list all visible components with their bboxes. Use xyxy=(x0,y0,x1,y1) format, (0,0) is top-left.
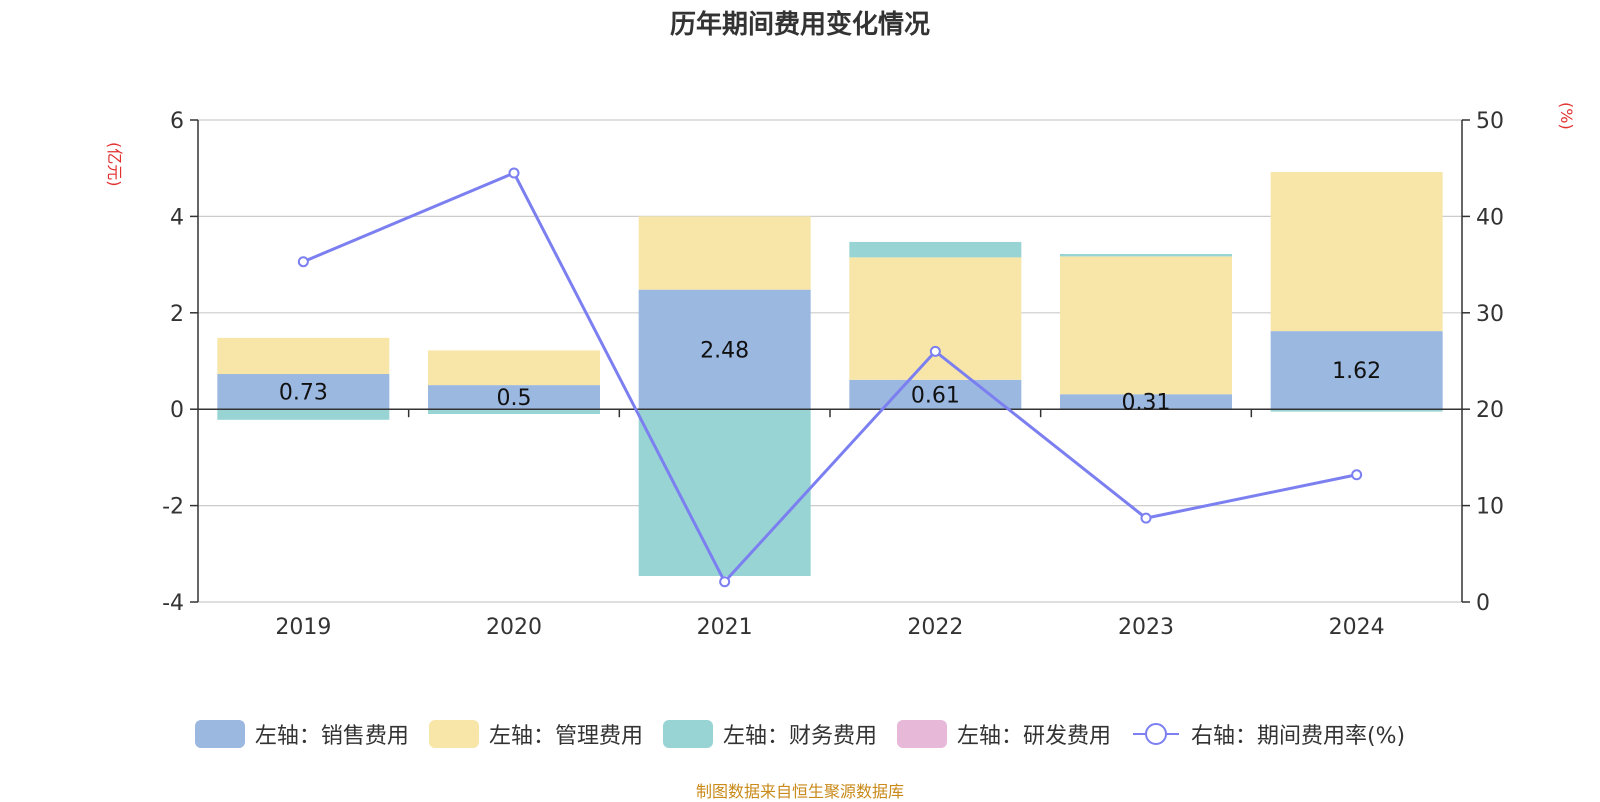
x-axis-label: 2020 xyxy=(486,615,542,640)
left-axis-tick-label: 4 xyxy=(170,205,184,230)
expense-rate-point-2019 xyxy=(297,256,309,268)
legend-line-marker-icon xyxy=(1132,723,1179,745)
expense-rate-point-2022 xyxy=(929,345,941,357)
left-axis-tick-label: 6 xyxy=(170,109,184,134)
right-axis-tick-label: 0 xyxy=(1476,591,1490,616)
right-axis-tick-label: 40 xyxy=(1476,205,1504,230)
expense-rate-point-2023 xyxy=(1140,512,1152,524)
plot-area: -4 -2 0 2 4 6 0 10 20 30 40 50 2019 2020 2021 2022 2023 2… xyxy=(162,109,1504,640)
bar-series2-2023 xyxy=(1060,253,1232,257)
left-axis-tick-label: -4 xyxy=(162,591,184,616)
data-label: 0.31 xyxy=(1122,391,1171,416)
bar-series2-2021 xyxy=(638,409,811,576)
data-label: 2.48 xyxy=(700,338,749,363)
data-label: 0.5 xyxy=(497,386,532,411)
expense-rate-line xyxy=(302,171,1357,585)
legend-item-rnd[interactable]: 左轴：研发费用 xyxy=(896,718,1111,750)
data-label: 0.61 xyxy=(911,383,960,408)
expense-rate-point-2021 xyxy=(719,576,731,588)
x-axis-label: 2023 xyxy=(1118,615,1174,640)
legend-label-finance: 左轴：财务费用 xyxy=(722,724,877,749)
legend-swatch-sales xyxy=(194,720,245,748)
bar-series0-2020 xyxy=(428,385,600,410)
legend-swatch-finance xyxy=(662,720,713,748)
legend-item-sales[interactable]: 左轴：销售费用 xyxy=(194,718,409,750)
bar-series1-2021 xyxy=(638,216,811,290)
bar-series0-2024 xyxy=(1270,331,1443,410)
right-axis-tick-label: 50 xyxy=(1476,109,1504,134)
bar-series0-2022 xyxy=(849,379,1022,410)
bar-series1-2019 xyxy=(217,337,390,375)
right-axis-tick-label: 30 xyxy=(1476,302,1504,327)
legend-label-rnd: 左轴：研发费用 xyxy=(956,724,1111,749)
bar-series0-2019 xyxy=(217,374,390,410)
bar-series1-2024 xyxy=(1270,172,1443,332)
expense-rate-point-2020 xyxy=(508,167,520,179)
bar-series2-2019 xyxy=(217,409,390,420)
left-axis-tick-label: -2 xyxy=(162,495,184,520)
legend-swatch-rnd xyxy=(896,720,947,748)
data-label: 1.62 xyxy=(1332,359,1381,384)
left-axis-tick-label: 0 xyxy=(170,398,184,423)
x-axis-label: 2021 xyxy=(697,615,753,640)
bar-series2-2024 xyxy=(1270,409,1443,412)
x-axis-label: 2022 xyxy=(907,615,963,640)
bar-series0-2023 xyxy=(1060,394,1232,410)
left-axis-tick-label: 2 xyxy=(170,302,184,327)
bar-series1-2022 xyxy=(849,257,1022,380)
x-axis-label: 2024 xyxy=(1329,615,1385,640)
expense-rate-point-2024 xyxy=(1351,469,1363,481)
right-axis-tick-label: 20 xyxy=(1476,398,1504,423)
chart-title: 历年期间费用变化情况 xyxy=(669,10,930,40)
legend-label-sales: 左轴：销售费用 xyxy=(254,724,409,749)
bar-series2-2020 xyxy=(428,409,600,415)
bar-series1-2023 xyxy=(1060,256,1232,395)
legend-item-expense-rate[interactable]: 右轴：期间费用率(%) xyxy=(1131,718,1405,750)
legend-item-admin[interactable]: 左轴：管理费用 xyxy=(428,718,643,750)
legend-swatch-admin xyxy=(428,720,479,748)
legend-label-admin: 左轴：管理费用 xyxy=(488,724,643,749)
bar-series2-2022 xyxy=(849,241,1022,258)
x-axis-label: 2019 xyxy=(275,615,331,640)
source-note: 制图数据来自恒生聚源数据库 xyxy=(695,782,904,801)
data-label: 0.73 xyxy=(279,381,328,406)
legend-label-expense-rate: 右轴：期间费用率(%) xyxy=(1190,724,1406,749)
right-axis-tick-label: 10 xyxy=(1476,495,1504,520)
bar-series0-2021 xyxy=(638,289,811,410)
legend-item-finance[interactable]: 左轴：财务费用 xyxy=(662,718,877,750)
legend: 左轴：销售费用 左轴：管理费用 左轴：财务费用 左轴：研发费用 右轴：期间费用率… xyxy=(0,718,1600,750)
bar-series1-2020 xyxy=(428,350,600,386)
